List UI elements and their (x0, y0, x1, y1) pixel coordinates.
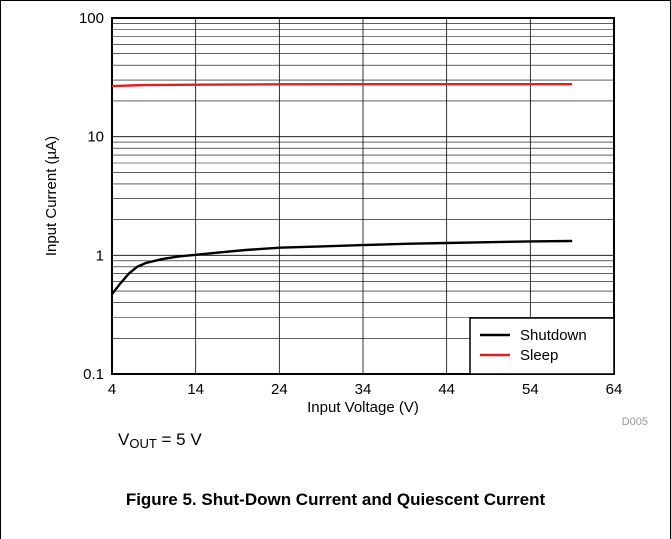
legend: Shutdown Sleep (469, 317, 615, 375)
condition-subscript: OUT (129, 436, 157, 451)
y-tick-label: 10 (87, 129, 104, 146)
series-line-sleep (111, 82, 573, 88)
x-tick-label: 24 (271, 381, 288, 398)
x-axis-title: Input Voltage (V) (307, 399, 419, 416)
frame-left-rule (0, 0, 1, 539)
condition-suffix: = 5 V (156, 430, 202, 449)
series-line-shutdown (111, 239, 573, 295)
y-tick-label: 100 (79, 10, 104, 27)
y-tick-label: 0.1 (83, 366, 104, 383)
plot-area (111, 17, 615, 375)
legend-label-shutdown: Shutdown (520, 327, 587, 344)
chart: 4 14 24 34 44 54 64 0.1 1 10 100 Input Voltage (V… (43, 10, 648, 428)
x-tick-label: 4 (108, 381, 116, 398)
x-tick-label: 64 (606, 381, 623, 398)
x-tick-label: 14 (187, 381, 204, 398)
x-tick-labels: 4 14 24 34 44 54 64 (108, 381, 623, 398)
frame-top-rule (0, 0, 671, 1)
legend-label-sleep: Sleep (520, 347, 558, 364)
condition-prefix: V (118, 430, 130, 449)
y-tick-labels: 0.1 1 10 100 (79, 10, 104, 383)
y-tick-label: 1 (96, 247, 104, 264)
x-tick-label: 54 (522, 381, 539, 398)
x-tick-label: 44 (438, 381, 455, 398)
y-axis-title: Input Current (µA) (43, 136, 60, 256)
legend-box (469, 317, 615, 375)
series-layer (111, 82, 573, 295)
figure-caption: Figure 5. Shut-Down Current and Quiescen… (125, 490, 546, 509)
figure-code-label: D005 (622, 416, 648, 428)
test-condition: VOUT = 5 V (118, 430, 202, 451)
x-tick-label: 34 (355, 381, 372, 398)
